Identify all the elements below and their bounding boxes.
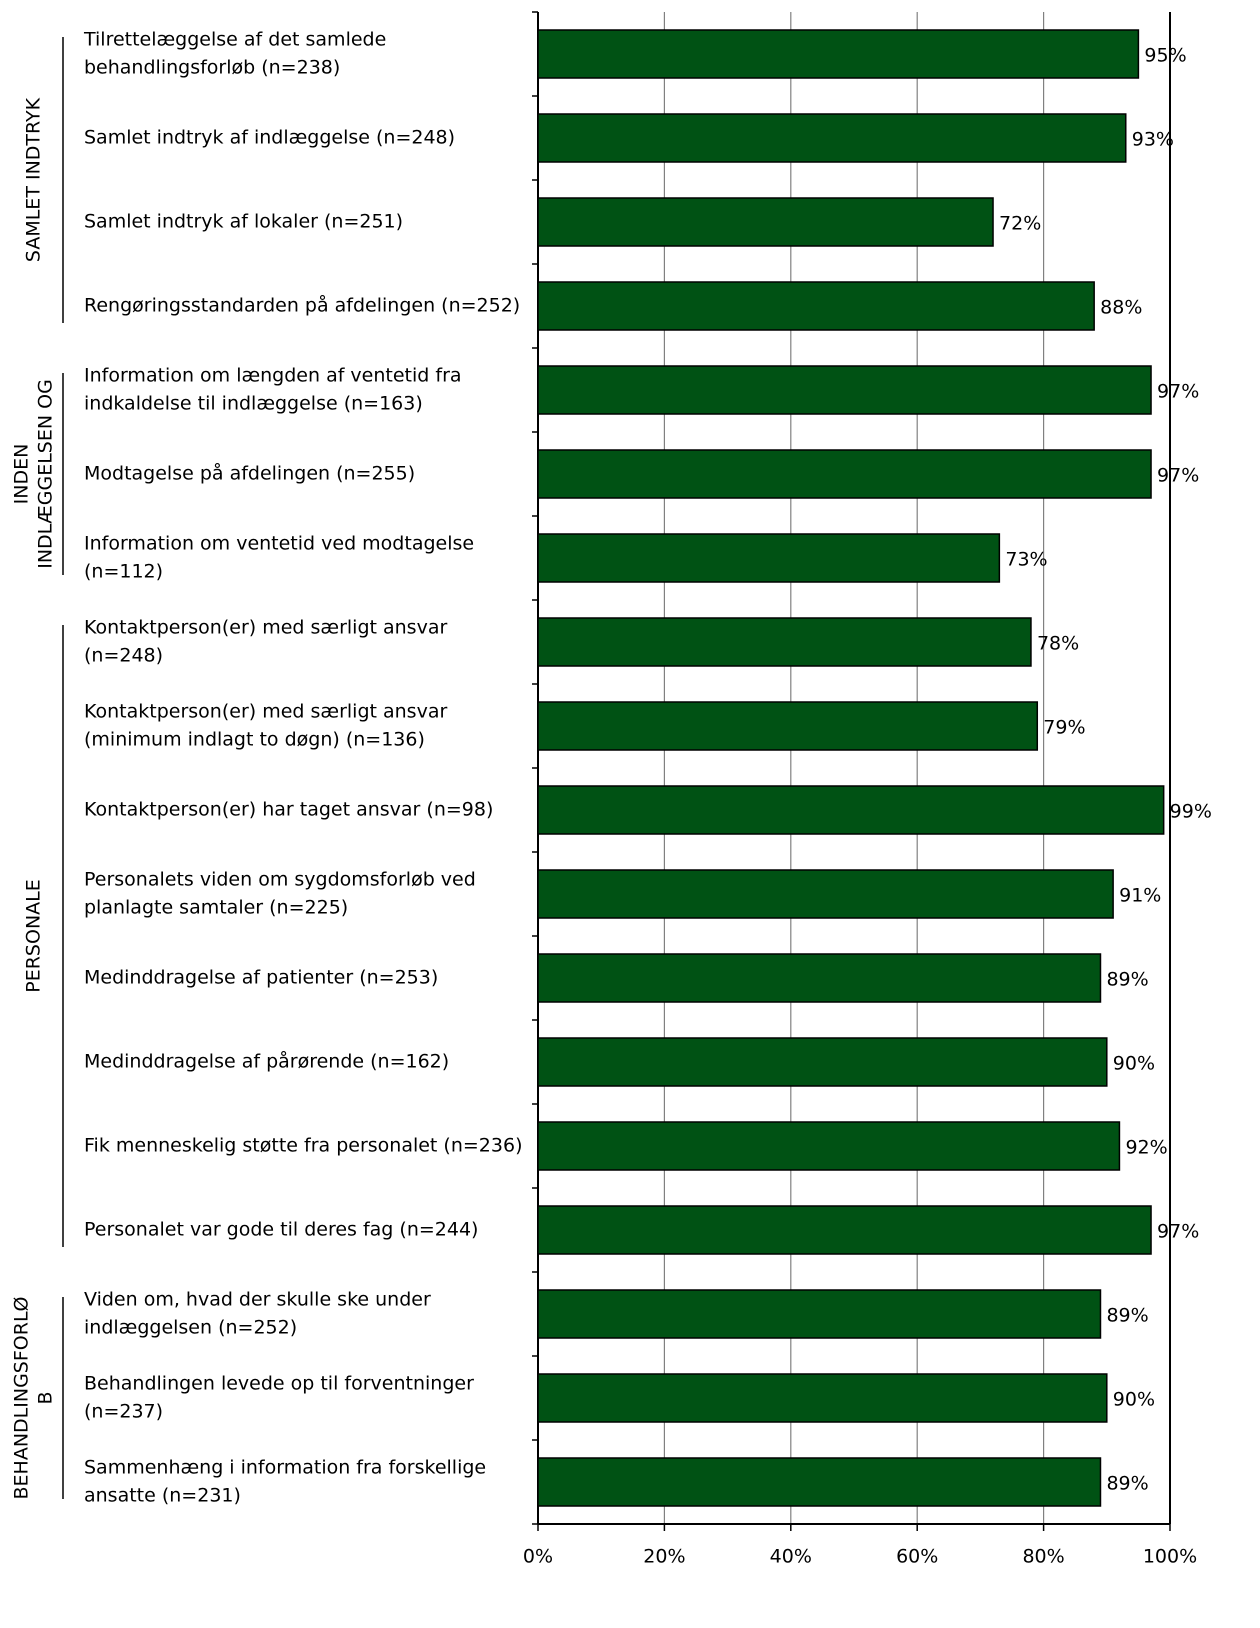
x-tick-label: 100%	[1143, 1546, 1197, 1568]
y-tick-label: Medinddragelse af patienter (n=253)	[84, 967, 438, 989]
x-tick-label: 80%	[1022, 1546, 1064, 1568]
value-label: 79%	[1043, 717, 1085, 739]
y-tick-label: Kontaktperson(er) med særligt ansvar	[84, 617, 447, 639]
bar	[537, 785, 1165, 835]
bar	[537, 281, 1095, 331]
y-tick-label: Fik menneskelig støtte fra personalet (n…	[84, 1135, 522, 1157]
y-tick-label: Medinddragelse af pårørende (n=162)	[84, 1050, 449, 1073]
y-tick-label: Samlet indtryk af lokaler (n=251)	[84, 211, 403, 233]
y-tick-label: indkaldelse til indlæggelse (n=163)	[84, 393, 423, 415]
bar	[537, 1121, 1121, 1171]
value-label: 97%	[1157, 381, 1199, 403]
value-label: 91%	[1119, 885, 1161, 907]
y-tick-label: Rengøringsstandarden på afdelingen (n=25…	[84, 294, 520, 317]
value-label: 95%	[1144, 45, 1186, 67]
bar	[537, 1205, 1152, 1255]
y-tick-label: (n=248)	[84, 645, 163, 667]
x-tick-label: 20%	[643, 1546, 685, 1568]
value-label: 90%	[1113, 1053, 1155, 1075]
bar	[537, 449, 1152, 499]
value-label: 78%	[1037, 633, 1079, 655]
value-label: 97%	[1157, 1221, 1199, 1243]
y-tick-label: Tilrettelæggelse af det samlede	[83, 29, 386, 51]
y-tick-label: Sammenhæng i information fra forskellige	[84, 1457, 486, 1479]
group-label: PERSONALE	[23, 879, 45, 992]
y-tick-label: Samlet indtryk af indlæggelse (n=248)	[84, 127, 455, 149]
y-tick-label: (n=237)	[84, 1401, 163, 1423]
group-label: INDEN	[11, 444, 33, 505]
value-label: 73%	[1005, 549, 1047, 571]
value-label: 89%	[1106, 1305, 1148, 1327]
group-label: B	[35, 1391, 57, 1404]
value-label: 99%	[1170, 801, 1212, 823]
y-tick-label: Behandlingen levede op til forventninger	[84, 1373, 474, 1395]
bar	[537, 1289, 1102, 1339]
y-tick-label: ansatte (n=231)	[84, 1485, 241, 1507]
y-tick-label: Kontaktperson(er) med særligt ansvar	[84, 701, 447, 723]
value-label: 90%	[1113, 1389, 1155, 1411]
value-label: 97%	[1157, 465, 1199, 487]
bar	[537, 869, 1114, 919]
y-tick-label: Kontaktperson(er) har taget ansvar (n=98…	[84, 799, 493, 821]
x-tick-label: 0%	[523, 1546, 553, 1568]
bar	[537, 1373, 1108, 1423]
value-label: 92%	[1125, 1137, 1167, 1159]
bar	[537, 533, 1001, 583]
bar	[537, 113, 1127, 163]
value-label: 72%	[999, 213, 1041, 235]
value-label: 88%	[1100, 297, 1142, 319]
bar	[537, 197, 994, 247]
y-tick-label: (n=112)	[84, 561, 163, 583]
y-tick-label: Information om længden af ventetid fra	[84, 365, 462, 387]
bar	[537, 29, 1140, 79]
y-tick-label: Information om ventetid ved modtagelse	[84, 533, 474, 555]
y-tick-label: (minimum indlagt to døgn) (n=136)	[84, 729, 425, 751]
bar	[537, 953, 1102, 1003]
y-tick-label: Modtagelse på afdelingen (n=255)	[84, 462, 415, 485]
group-label: BEHANDLINGSFORLØ	[11, 1297, 33, 1500]
x-tick-label: 60%	[896, 1546, 938, 1568]
value-label: 89%	[1106, 969, 1148, 991]
x-tick-label: 40%	[770, 1546, 812, 1568]
group-label: SAMLET INDTRYK	[23, 97, 45, 262]
bar	[537, 701, 1039, 751]
y-tick-label: planlagte samtaler (n=225)	[84, 897, 348, 919]
bar	[537, 1037, 1108, 1087]
bar	[537, 617, 1032, 667]
y-tick-label: Personalet var gode til deres fag (n=244…	[84, 1219, 478, 1241]
y-tick-label: behandlingsforløb (n=238)	[84, 57, 340, 79]
value-label: 89%	[1106, 1473, 1148, 1495]
y-tick-label: indlæggelsen (n=252)	[84, 1317, 297, 1339]
y-tick-label: Personalets viden om sygdomsforløb ved	[84, 869, 476, 891]
bar	[537, 365, 1152, 415]
y-tick-label: Viden om, hvad der skulle ske under	[84, 1289, 431, 1311]
bar	[537, 1457, 1102, 1507]
group-label: INDLÆGGELSEN OG	[35, 379, 57, 569]
value-label: 93%	[1132, 129, 1174, 151]
